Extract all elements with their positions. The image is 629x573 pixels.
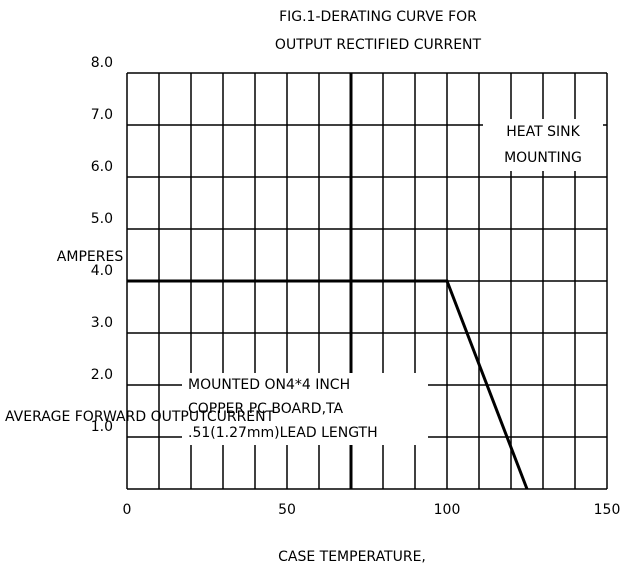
y-tick-label: 2.0 xyxy=(91,367,113,383)
x-tick-label: 0 xyxy=(123,502,132,518)
x-axis-label: CASE TEMPERATURE, xyxy=(278,549,426,565)
chart-title: FIG.1-DERATING CURVE FOR xyxy=(279,9,477,25)
y-tick-label: 1.0 xyxy=(91,419,113,435)
annotation: COPPER PC BOARD,TA xyxy=(188,401,344,417)
x-tick-label: 150 xyxy=(594,502,621,518)
annotation-box xyxy=(483,119,603,171)
y-tick-label: 3.0 xyxy=(91,315,113,331)
data-line xyxy=(127,279,529,490)
y-tick-label: 4.0 xyxy=(91,263,113,279)
y-tick-label: 8.0 xyxy=(91,55,113,71)
y-tick-label: 5.0 xyxy=(91,211,113,227)
x-tick-label: 50 xyxy=(278,502,296,518)
y-axis-label: AMPERES xyxy=(57,249,124,265)
x-tick-label: 100 xyxy=(434,502,461,518)
annotation: .51(1.27mm)LEAD LENGTH xyxy=(188,425,378,441)
y-axis-label: AVERAGE FORWARD OUTPUTCURRENT xyxy=(5,409,275,425)
annotation: MOUNTING xyxy=(504,150,582,166)
annotation: HEAT SINK xyxy=(506,124,580,140)
annotation-box xyxy=(182,373,428,445)
chart-title: OUTPUT RECTIFIED CURRENT xyxy=(275,37,482,53)
annotation: MOUNTED ON4*4 INCH xyxy=(188,377,350,393)
y-tick-label: 6.0 xyxy=(91,159,113,175)
y-tick-label: 7.0 xyxy=(91,107,113,123)
